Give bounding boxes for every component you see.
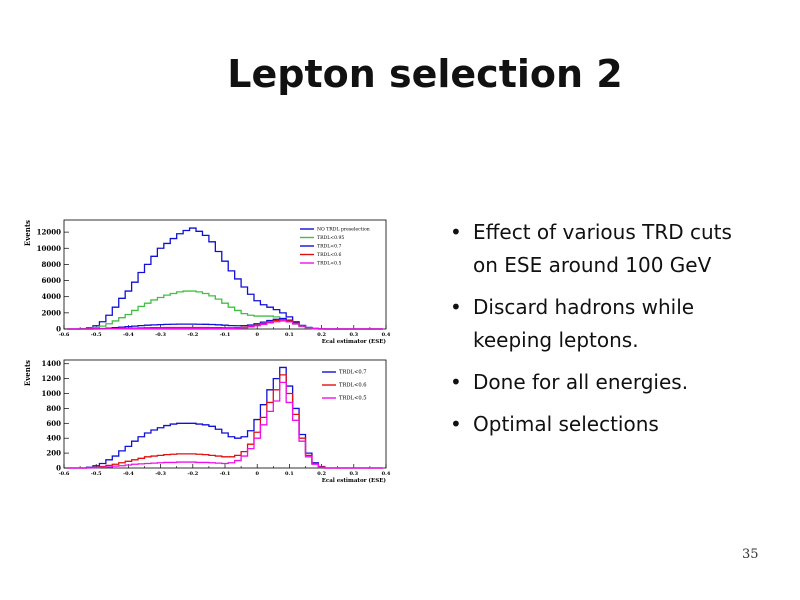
bullet-text: Effect of various TRD cuts on ESE around… [473, 220, 732, 277]
x-tick-label: -0.5 [91, 332, 102, 338]
legend-entry: NO TRDL preselection [317, 227, 370, 233]
y-tick-label: 1400 [42, 359, 62, 368]
x-tick-label: -0.1 [220, 471, 231, 477]
legend-entry: TRDL<0.7 [339, 370, 367, 376]
y-tick-label: 4000 [42, 292, 62, 301]
y-tick-label: 0 [56, 464, 61, 473]
legend-entry: TRDL<0.5 [339, 396, 367, 402]
x-axis-label: Ecal estimator (ESE) [322, 477, 387, 484]
x-tick-label: -0.2 [187, 471, 198, 477]
y-axis-label: Events [23, 360, 32, 386]
bullet-dot-icon: • [450, 295, 462, 319]
y-tick-label: 1200 [42, 374, 62, 383]
x-tick-label: -0.3 [155, 332, 166, 338]
x-tick-label: 0.4 [382, 471, 391, 477]
x-tick-label: 0.2 [317, 471, 326, 477]
x-tick-label: -0.2 [187, 332, 198, 338]
x-tick-label: -0.6 [59, 332, 70, 338]
series-line [67, 227, 383, 330]
series-line [67, 366, 383, 469]
legend-entry: TRDL<0.95 [317, 235, 344, 241]
plot-frame [63, 359, 387, 469]
y-tick-label: 400 [46, 434, 61, 443]
x-tick-label: 0.1 [285, 332, 294, 338]
x-tick-label: 0.3 [349, 471, 358, 477]
x-tick-label: -0.3 [155, 471, 166, 477]
bullet-dot-icon: • [450, 220, 462, 244]
x-tick-label: 0.3 [349, 332, 358, 338]
y-tick-label: 10000 [37, 244, 61, 253]
histogram-panels: -0.6 -0.5 -0.4 -0.3 -0.2 -0.1 0 0.1 0.2 0.3 0.4 0 20… [23, 219, 391, 484]
series-line [67, 290, 383, 330]
bullet-text: Optimal selections [473, 412, 659, 436]
y-tick-label: 0 [56, 325, 61, 334]
bullet-dot-icon: • [450, 412, 462, 436]
y-tick-label: 600 [46, 419, 61, 428]
slide-title: Lepton selection 2 [227, 52, 623, 96]
series-line [67, 320, 383, 330]
y-tick-label: 800 [46, 404, 61, 413]
y-tick-label: 12000 [37, 228, 61, 237]
series-line [67, 381, 383, 469]
bottom-histogram: -0.6 -0.5 -0.4 -0.3 -0.2 -0.1 0 0.1 0.2 0.3 0.4 0 20… [23, 359, 391, 484]
bullet-item: • Discard hadrons while keeping leptons. [448, 291, 758, 357]
y-tick-label: 1000 [42, 389, 62, 398]
x-tick-label: 0.1 [285, 471, 294, 477]
x-tick-label: -0.6 [59, 471, 70, 477]
bullet-item: • Done for all energies. [448, 366, 758, 399]
bullet-item: • Effect of various TRD cuts on ESE aroun… [448, 216, 758, 282]
bullet-text: Done for all energies. [473, 370, 689, 394]
page-number: 35 [742, 547, 759, 562]
legend-entry: TRDL<0.6 [317, 252, 341, 258]
legend-entry: TRDL<0.5 [317, 261, 341, 267]
x-tick-label: 0.2 [317, 332, 326, 338]
x-tick-label: 0 [255, 471, 259, 477]
bullet-list: • Effect of various TRD cuts on ESE aroun… [448, 216, 758, 450]
x-tick-label: -0.4 [123, 332, 134, 338]
bullet-dot-icon: • [450, 370, 462, 394]
x-tick-label: -0.5 [91, 471, 102, 477]
bullet-item: • Optimal selections [448, 408, 758, 441]
bullet-text: Discard hadrons while keeping leptons. [473, 295, 695, 352]
legend-entry: TRDL<0.7 [317, 244, 341, 250]
y-axis-label: Events [23, 220, 32, 246]
y-tick-label: 8000 [42, 260, 62, 269]
top-histogram: -0.6 -0.5 -0.4 -0.3 -0.2 -0.1 0 0.1 0.2 0.3 0.4 0 20… [23, 219, 391, 345]
y-tick-label: 6000 [42, 276, 62, 285]
x-tick-label: 0 [255, 332, 259, 338]
x-axis-label: Ecal estimator (ESE) [322, 338, 387, 345]
series-line [67, 374, 383, 469]
x-tick-label: -0.4 [123, 471, 134, 477]
y-tick-label: 2000 [42, 308, 62, 317]
legend-entry: TRDL<0.6 [339, 383, 367, 389]
y-tick-label: 200 [46, 449, 61, 458]
x-tick-label: -0.1 [220, 332, 231, 338]
x-tick-label: 0.4 [382, 332, 391, 338]
